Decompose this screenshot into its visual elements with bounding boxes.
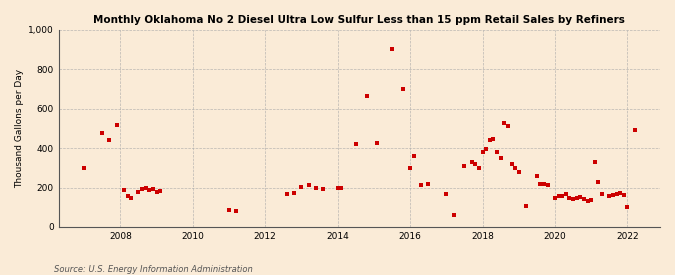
Point — [542, 182, 553, 187]
Point — [618, 193, 629, 197]
Point — [502, 124, 513, 129]
Point — [281, 192, 292, 197]
Point — [473, 166, 484, 170]
Point — [310, 186, 321, 191]
Point — [372, 141, 383, 145]
Point — [470, 162, 481, 166]
Point — [140, 185, 151, 190]
Point — [318, 187, 329, 192]
Point — [148, 187, 159, 192]
Point — [126, 196, 136, 200]
Point — [441, 192, 452, 197]
Point — [416, 182, 427, 187]
Point — [144, 188, 155, 193]
Point — [506, 162, 517, 166]
Point — [387, 46, 398, 51]
Point — [611, 192, 622, 197]
Point — [535, 181, 546, 186]
Point — [564, 196, 575, 200]
Point — [405, 166, 416, 170]
Point — [231, 209, 242, 213]
Point — [615, 191, 626, 196]
Point — [520, 204, 531, 208]
Point — [629, 128, 640, 133]
Point — [223, 208, 234, 212]
Point — [539, 181, 549, 186]
Point — [151, 190, 162, 195]
Point — [593, 179, 604, 184]
Point — [361, 94, 372, 98]
Point — [608, 193, 618, 197]
Point — [560, 192, 571, 197]
Point — [79, 166, 90, 170]
Point — [485, 138, 495, 142]
Point — [554, 194, 564, 199]
Point — [481, 147, 491, 151]
Point — [133, 190, 144, 195]
Point — [510, 166, 520, 170]
Point — [466, 160, 477, 164]
Point — [589, 160, 600, 164]
Point — [549, 196, 560, 200]
Point — [514, 170, 524, 174]
Point — [622, 205, 632, 209]
Point — [448, 213, 459, 217]
Point — [575, 195, 586, 200]
Point — [408, 154, 419, 158]
Point — [350, 142, 361, 146]
Point — [586, 198, 597, 202]
Point — [122, 194, 133, 199]
Point — [423, 181, 433, 186]
Point — [296, 184, 307, 189]
Point — [155, 189, 165, 194]
Point — [604, 194, 615, 199]
Point — [336, 186, 347, 191]
Point — [582, 199, 593, 204]
Point — [477, 150, 488, 154]
Point — [499, 120, 510, 125]
Point — [597, 192, 608, 197]
Point — [111, 123, 122, 128]
Point — [289, 191, 300, 196]
Point — [398, 87, 408, 91]
Point — [491, 150, 502, 154]
Point — [495, 156, 506, 160]
Point — [303, 182, 314, 187]
Point — [104, 138, 115, 142]
Point — [459, 164, 470, 168]
Point — [578, 197, 589, 202]
Point — [568, 197, 578, 202]
Point — [97, 131, 107, 136]
Y-axis label: Thousand Gallons per Day: Thousand Gallons per Day — [15, 69, 24, 188]
Point — [557, 194, 568, 199]
Text: Source: U.S. Energy Information Administration: Source: U.S. Energy Information Administ… — [54, 265, 252, 274]
Point — [136, 187, 147, 192]
Point — [332, 185, 343, 190]
Point — [571, 196, 582, 200]
Title: Monthly Oklahoma No 2 Diesel Ultra Low Sulfur Less than 15 ppm Retail Sales by R: Monthly Oklahoma No 2 Diesel Ultra Low S… — [93, 15, 625, 25]
Point — [119, 188, 130, 193]
Point — [531, 174, 542, 178]
Point — [488, 137, 499, 141]
